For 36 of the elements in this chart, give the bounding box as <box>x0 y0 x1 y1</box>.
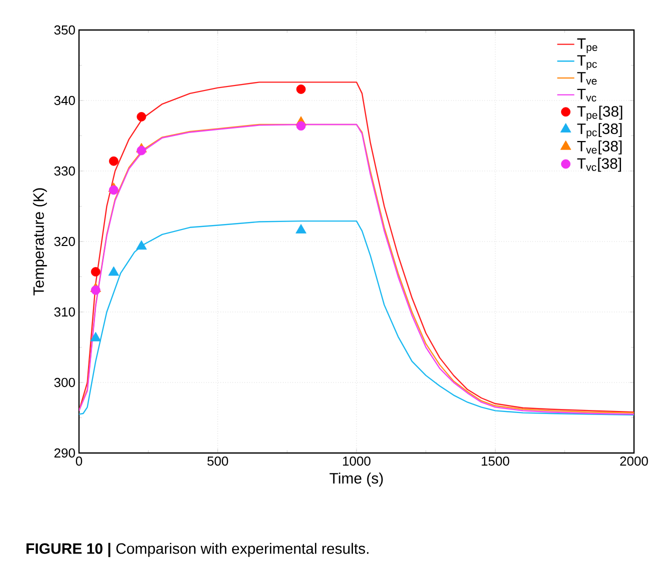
y-tick-label: 310 <box>54 307 75 317</box>
point <box>108 266 120 276</box>
x-tick-label: 2000 <box>620 456 648 466</box>
x-axis-title: Time (s) <box>330 472 383 487</box>
legend-label: T$_{pe}$ <box>577 38 598 54</box>
point <box>108 185 118 195</box>
y-axis-title: Temperature (K) <box>32 188 47 296</box>
y-tick-label: 300 <box>54 378 75 388</box>
x-tick-label: 0 <box>76 456 82 466</box>
point <box>296 84 306 94</box>
y-tick-label: 290 <box>54 448 75 458</box>
text: FIGURE 10 | Comparison with experimental results. <box>26 542 368 558</box>
legend-label: T$_{ve}$[38] <box>577 140 622 154</box>
legend-label: T$_{pc}$ <box>577 55 597 70</box>
point <box>296 121 306 131</box>
x-tick-label: 500 <box>207 456 228 466</box>
legend-label: T$_{vc}$ <box>577 88 596 102</box>
legend-label: T$_{ve}$ <box>577 72 597 85</box>
point <box>108 156 118 166</box>
y-tick-label: 330 <box>54 166 75 176</box>
point <box>296 224 306 234</box>
point <box>136 240 147 250</box>
point <box>90 285 100 295</box>
y-tick-label: 320 <box>54 236 75 246</box>
x-tick-label: 1500 <box>482 456 510 466</box>
point <box>90 332 102 342</box>
y-tick-label: 350 <box>54 25 75 35</box>
point <box>136 146 146 156</box>
y-tick-label: 340 <box>54 96 75 106</box>
point <box>136 112 146 122</box>
line-series <box>79 220 634 416</box>
point <box>90 267 100 277</box>
legend-label: T$_{vc}$[38] <box>577 158 621 172</box>
legend-label: T$_{pc}$[38] <box>577 123 622 138</box>
x-tick-label: 1000 <box>343 456 370 466</box>
legend-label: T$_{pe}$[38] <box>577 106 622 121</box>
